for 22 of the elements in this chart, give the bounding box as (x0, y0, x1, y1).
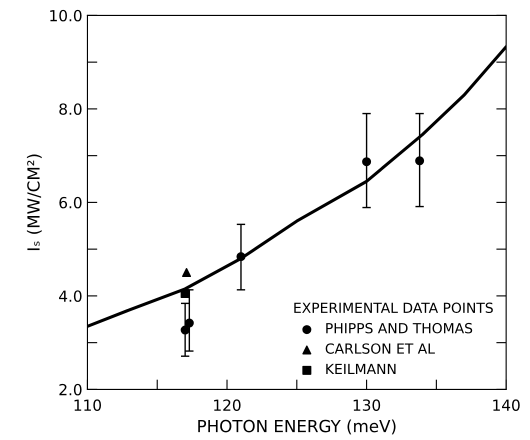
point (415, 156, 424, 166)
y-tick-label: 2.0 (59, 384, 82, 396)
x-tick-label: 140 (493, 399, 520, 411)
point (236, 252, 246, 262)
point (184, 318, 194, 328)
x-axis-title: PHOTON ENERGY (meV) (198, 419, 396, 434)
point (180, 326, 190, 335)
point (362, 157, 372, 166)
y-tick-label: 10.0 (50, 10, 82, 22)
y-tick-label: 4.0 (59, 290, 82, 302)
y-tick-label: 8.0 (59, 103, 82, 115)
legend-label: KEILMANN (326, 364, 396, 374)
legend-label: PHIPPS AND THOMAS (326, 322, 472, 334)
legend-label: CARLSON ET AL (326, 343, 435, 354)
y-tick-label: 6.0 (59, 196, 82, 208)
x-tick-label: 120 (214, 399, 241, 411)
y-axis-title: Iₛ (MW/CM²) (26, 154, 42, 250)
x-tick-label: 110 (74, 399, 102, 411)
point (182, 268, 192, 278)
legend-title: EXPERIMENTAL DATA POINTS (294, 302, 493, 314)
point (180, 289, 190, 298)
x-tick-label: 130 (354, 399, 380, 411)
